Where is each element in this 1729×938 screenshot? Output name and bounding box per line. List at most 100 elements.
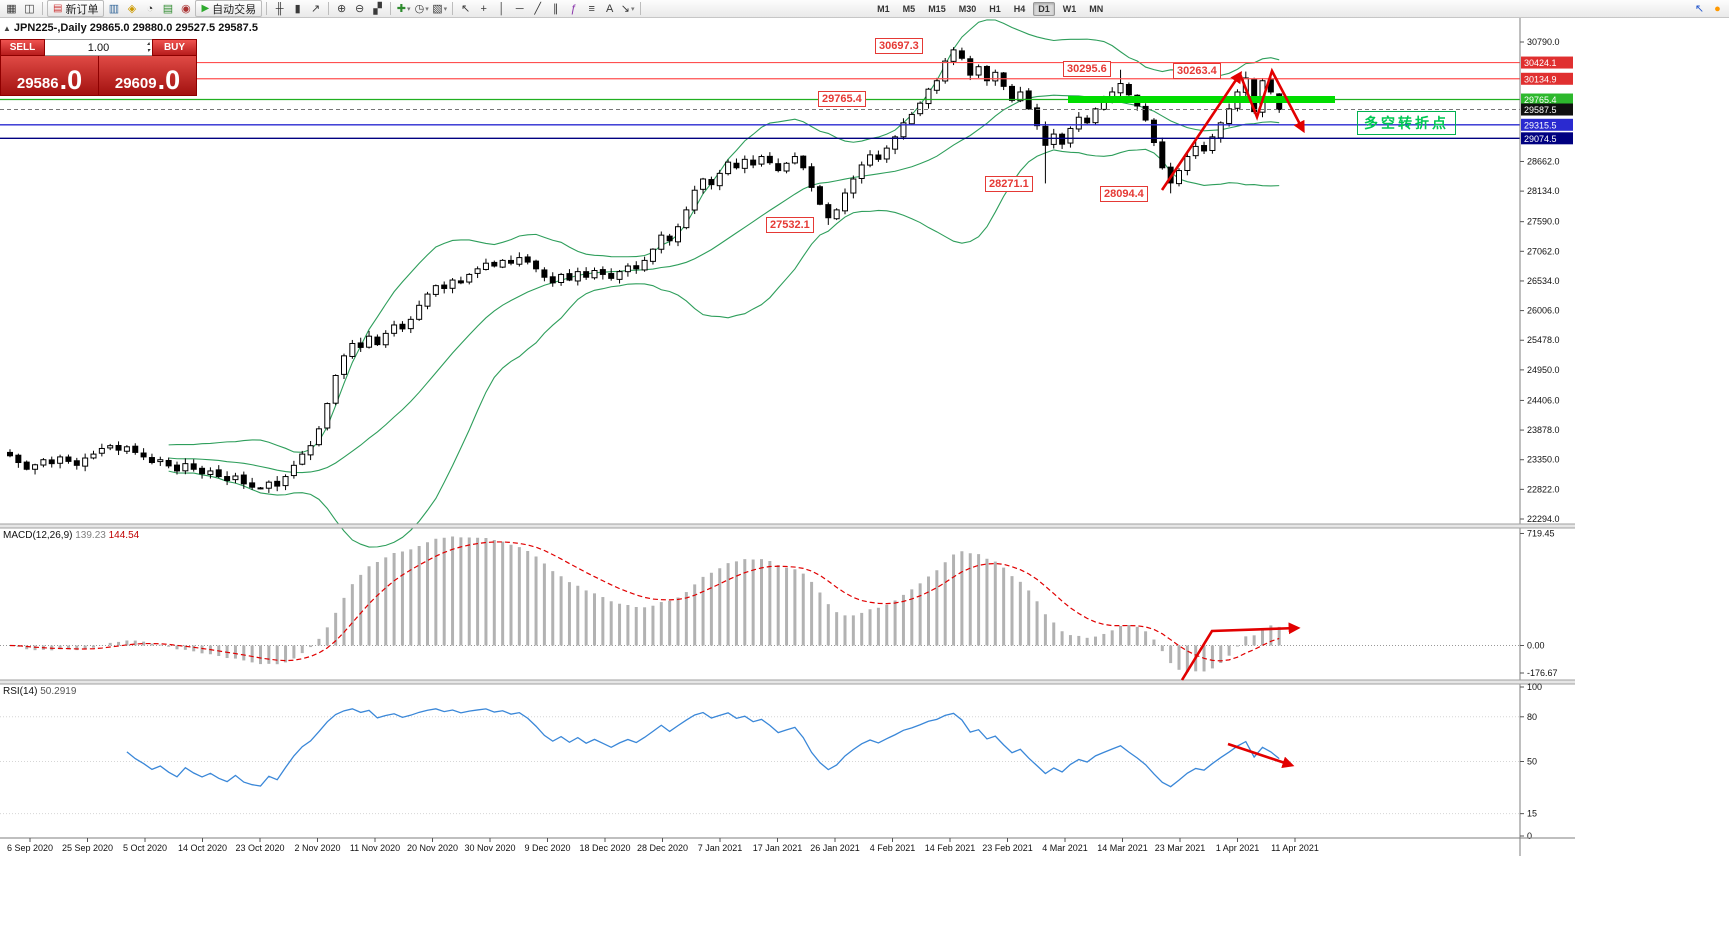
svg-text:23 Mar 2021: 23 Mar 2021 [1155,843,1206,853]
svg-text:30790.0: 30790.0 [1527,37,1560,47]
timeframe-m5[interactable]: M5 [902,3,916,14]
rsi-name: RSI(14) [3,686,38,697]
bar-chart-icon-glyph: ╫ [275,2,284,15]
library-icon[interactable]: ▤ [159,1,176,16]
arrows-tool-icon-glyph: ↘ [620,3,630,15]
sell-button[interactable]: SELL [0,39,45,56]
volume-stepper[interactable]: 1.00 ▴ ▾ [45,39,152,56]
timeframe-h4[interactable]: H4 [1013,3,1026,14]
sell-price-button[interactable]: 29586.0 [0,56,98,96]
volume-up-icon[interactable]: ▴ [146,41,150,47]
pointer-icon[interactable]: ↖ [1694,3,1705,15]
svg-text:24406.0: 24406.0 [1527,395,1560,405]
price-callout[interactable]: 27532.1 [766,217,814,233]
volume-spin-buttons[interactable]: ▴ ▾ [147,41,150,55]
svg-text:30424.1: 30424.1 [1524,58,1557,68]
svg-text:25478.0: 25478.0 [1527,335,1560,345]
history-center-icon[interactable]: ◔ [141,1,158,16]
svg-text:28662.0: 28662.0 [1527,156,1560,166]
candlestick-icon[interactable]: ▮ [289,1,306,16]
svg-text:0: 0 [1527,831,1532,841]
svg-text:15: 15 [1527,809,1537,819]
channel-icon[interactable]: ∥ [547,1,564,16]
buy-price-button[interactable]: 29609.0 [98,56,197,96]
toolbar-separator [266,2,268,15]
indicators-icon-glyph: ✚ [396,3,406,15]
mql-community-icon[interactable]: ◉ [177,1,194,16]
trend-arrow [1160,71,1243,191]
data-window-icon[interactable]: ◈ [123,1,140,16]
autotrading-button[interactable]: ▶ 自动交易 [195,0,263,17]
svg-text:24950.0: 24950.0 [1527,365,1560,375]
rsi-line [126,708,1280,788]
profiles-icon-glyph: ◫ [24,3,35,15]
status-dot-icon[interactable]: ● [1714,2,1721,15]
svg-text:29587.5: 29587.5 [1524,105,1557,115]
fibonacci-icon[interactable]: ƒ [565,1,582,16]
svg-text:80: 80 [1527,712,1537,722]
price-callout[interactable]: 28094.4 [1100,186,1148,202]
turning-point-annotation[interactable]: 多空转折点 [1357,111,1456,135]
timeframe-w1[interactable]: W1 [1062,3,1077,14]
rsi-value: 50.2919 [40,686,77,697]
crosshair-icon[interactable]: + [475,1,492,16]
text-label-icon[interactable]: A [601,1,618,16]
timeframe-m30[interactable]: M30 [958,3,977,14]
date-axis[interactable] [0,837,1575,842]
timeframe-h1[interactable]: H1 [989,3,1001,14]
vertical-line-icon[interactable]: │ [493,1,510,16]
dropdown-caret-icon[interactable]: ▾ [407,5,411,13]
trendline-icon[interactable]: ╱ [529,1,546,16]
trend-arrow [1238,67,1305,134]
library-icon-glyph: ▤ [162,3,174,15]
periods-icon[interactable]: ◷ ▾ [413,1,430,16]
dropdown-caret-icon[interactable]: ▾ [425,5,429,13]
volume-value[interactable]: 1.00 [87,41,110,54]
sell-price-main: 29586 [16,75,59,92]
macd-signal-value: 144.54 [108,530,140,541]
price-callout[interactable]: 29765.4 [818,91,866,107]
toolbar-separator [640,2,642,15]
horizontal-line-icon[interactable]: ─ [511,1,528,16]
line-chart-icon[interactable]: ↗ [307,1,324,16]
zoom-out-icon-glyph: ⊖ [355,3,365,15]
collapse-arrow-icon[interactable]: ▲ [3,24,11,33]
crosshair-icon-glyph: + [480,2,487,15]
timeframe-m1[interactable]: M1 [877,3,890,14]
zoom-out-icon[interactable]: ⊖ [351,1,368,16]
macd-histogram [16,536,1281,672]
svg-text:29315.5: 29315.5 [1524,120,1557,130]
templates-icon[interactable]: ▧ ▾ [431,1,448,16]
timeframe-d1[interactable]: D1 [1033,1,1055,16]
new-chart-icon[interactable]: ▦ [3,1,20,16]
profiles-icon[interactable]: ◫ [21,1,38,16]
indicators-icon[interactable]: ✚ ▾ [395,1,412,16]
price-callout[interactable]: 30295.6 [1063,61,1111,77]
zoom-in-icon[interactable]: ⊕ [333,1,350,16]
tile-windows-icon[interactable]: ▞ [369,1,386,16]
timeframe-m15[interactable]: M15 [928,3,946,14]
cursor-icon[interactable]: ↖ [457,1,474,16]
svg-text:4 Mar 2021: 4 Mar 2021 [1042,843,1088,853]
text-label-icon-glyph: A [605,2,614,15]
svg-text:28 Dec 2020: 28 Dec 2020 [637,843,688,853]
volume-down-icon[interactable]: ▾ [146,48,150,54]
market-watch-icon[interactable]: ▥ [105,1,122,16]
arrows-tool-icon[interactable]: ↘ ▾ [619,1,636,16]
channel-icon-glyph: ∥ [552,3,559,15]
svg-text:0.00: 0.00 [1527,641,1545,651]
shapes-icon[interactable]: ≡ [583,1,600,16]
svg-text:1 Apr 2021: 1 Apr 2021 [1216,843,1260,853]
price-callout[interactable]: 30263.4 [1173,63,1221,79]
svg-text:14 Feb 2021: 14 Feb 2021 [925,843,976,853]
price-callout[interactable]: 30697.3 [875,38,923,54]
dropdown-caret-icon[interactable]: ▾ [443,5,448,13]
timeframe-mn[interactable]: MN [1089,3,1104,14]
new-order-button[interactable]: ▤ 新订单 [47,0,105,17]
dropdown-caret-icon[interactable]: ▾ [631,5,635,13]
bar-chart-icon[interactable]: ╫ [271,1,288,16]
buy-button[interactable]: BUY [152,39,197,56]
price-callout[interactable]: 28271.1 [985,176,1033,192]
line-chart-icon-glyph: ↗ [311,3,321,15]
